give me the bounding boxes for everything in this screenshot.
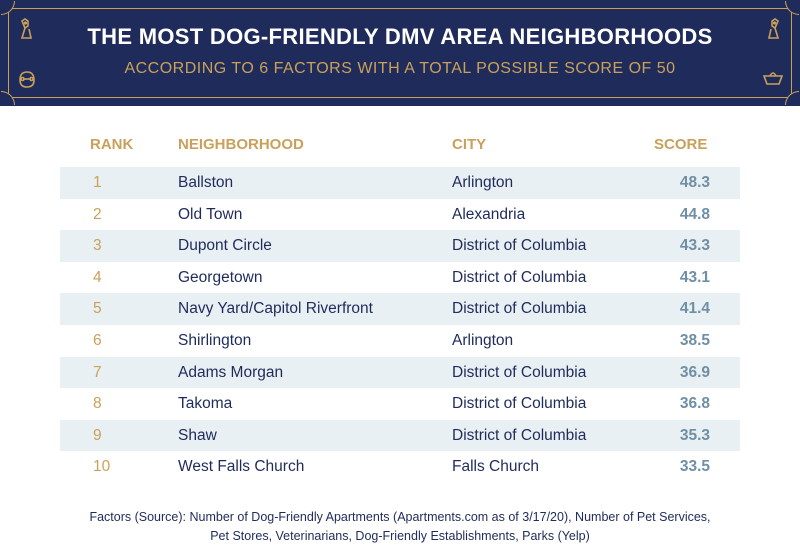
city-cell: Arlington (452, 331, 514, 349)
footnote-line: Factors (Source): Number of Dog-Friendly… (89, 510, 711, 524)
city-cell: Falls Church (452, 458, 539, 476)
score-cell: 36.8 (679, 395, 710, 413)
rank-cell: 3 (93, 237, 102, 255)
city-cell: District of Columbia (452, 237, 587, 255)
score-cell: 33.5 (679, 458, 710, 476)
rank-cell: 10 (93, 458, 111, 476)
score-cell: 48.3 (679, 174, 710, 191)
rank-cell: 6 (93, 331, 102, 349)
ranking-table: 1 Ballston Arlington 48.3 2 Old Town Ale… (60, 167, 740, 483)
table-row: 1 Ballston Arlington 48.3 (60, 167, 740, 199)
neighborhood-cell: Takoma (178, 395, 233, 413)
footnote-line: Pet Stores, Veterinarians, Dog-Friendly … (210, 529, 590, 543)
page-title: THE MOST DOG-FRIENDLY DMV AREA NEIGHBORH… (87, 24, 713, 49)
city-cell: Alexandria (452, 205, 526, 223)
score-cell: 38.5 (679, 331, 710, 349)
column-header-score: SCORE (654, 136, 708, 153)
frame-corner (785, 1, 799, 15)
city-cell: District of Columbia (452, 363, 587, 381)
header-frame (1, 1, 799, 105)
frame-corner (1, 1, 15, 15)
column-header-rank: RANK (90, 136, 134, 153)
neighborhood-cell: Old Town (178, 205, 243, 223)
neighborhood-cell: Dupont Circle (178, 237, 272, 255)
neighborhood-cell: Navy Yard/Capitol Riverfront (178, 300, 373, 318)
frame-corner (785, 91, 799, 105)
table-row: 9 Shaw District of Columbia 35.3 (60, 419, 740, 452)
city-cell: District of Columbia (452, 395, 587, 413)
header-banner: THE MOST DOG-FRIENDLY DMV AREA NEIGHBORH… (0, 0, 800, 106)
table-row: 6 Shirlington Arlington 38.5 (60, 325, 740, 357)
column-header-city: CITY (452, 136, 487, 153)
table-row: 8 Takoma District of Columbia 36.8 (60, 388, 740, 420)
dog-with-bone-icon (16, 68, 38, 90)
dog-sitting-icon (764, 18, 784, 40)
score-cell: 35.3 (679, 426, 710, 444)
dog-bowl-icon (762, 68, 784, 86)
score-cell: 36.9 (679, 363, 710, 381)
table-row: 3 Dupont Circle District of Columbia 43.… (60, 230, 740, 262)
table-row: 10 West Falls Church Falls Church 33.5 (60, 451, 740, 483)
column-header-neighborhood: NEIGHBORHOOD (178, 136, 304, 153)
table-row: 2 Old Town Alexandria 44.8 (60, 199, 740, 231)
neighborhood-cell: Shirlington (178, 331, 252, 349)
rank-cell: 5 (93, 300, 102, 318)
table-row: 4 Georgetown District of Columbia 43.1 (60, 262, 740, 294)
rank-cell: 9 (93, 426, 102, 444)
score-cell: 43.3 (679, 237, 710, 255)
rank-cell: 4 (93, 268, 102, 286)
score-cell: 41.4 (679, 300, 710, 318)
neighborhood-cell: Georgetown (178, 268, 263, 286)
table-row: 5 Navy Yard/Capitol Riverfront District … (60, 293, 740, 325)
city-cell: District of Columbia (452, 268, 587, 286)
score-cell: 44.8 (679, 205, 710, 223)
rank-cell: 8 (93, 395, 102, 413)
source-footnote: Factors (Source): Number of Dog-Friendly… (40, 508, 760, 546)
frame-corner (1, 91, 15, 105)
score-cell: 43.1 (679, 268, 710, 286)
neighborhood-cell: Ballston (178, 174, 234, 191)
neighborhood-cell: West Falls Church (178, 458, 305, 476)
city-cell: Arlington (452, 174, 514, 191)
city-cell: District of Columbia (452, 426, 587, 444)
rank-cell: 7 (93, 363, 102, 381)
rank-cell: 1 (93, 174, 102, 191)
neighborhood-cell: Adams Morgan (178, 363, 284, 381)
table-row: 7 Adams Morgan District of Columbia 36.9 (60, 356, 740, 389)
city-cell: District of Columbia (452, 300, 587, 318)
page-subtitle: ACCORDING TO 6 FACTORS WITH A TOTAL POSS… (124, 60, 676, 77)
neighborhood-cell: Shaw (178, 426, 217, 444)
dog-sitting-icon (16, 18, 36, 40)
rank-cell: 2 (93, 205, 102, 223)
